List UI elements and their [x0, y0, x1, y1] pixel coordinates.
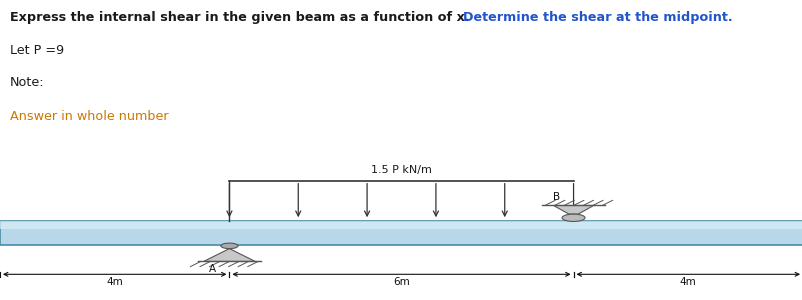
Bar — [0, 221, 802, 230]
Circle shape — [561, 214, 585, 221]
Text: Let P =9: Let P =9 — [10, 44, 63, 56]
Text: Determine the shear at the midpoint.: Determine the shear at the midpoint. — [463, 11, 732, 23]
Text: 4m: 4m — [679, 277, 696, 286]
Polygon shape — [204, 249, 255, 262]
Text: Note:: Note: — [10, 76, 44, 89]
Text: A: A — [209, 264, 217, 274]
Text: 1.5 P kN/m: 1.5 P kN/m — [371, 165, 431, 175]
Circle shape — [221, 243, 237, 249]
Text: 6m: 6m — [393, 277, 409, 286]
Text: Express the internal shear in the given beam as a function of x.: Express the internal shear in the given … — [10, 11, 473, 23]
Polygon shape — [553, 206, 593, 214]
Text: 4m: 4m — [106, 277, 123, 286]
Text: Answer in whole number: Answer in whole number — [10, 110, 168, 122]
Bar — [0, 221, 802, 245]
Text: B: B — [553, 192, 560, 202]
